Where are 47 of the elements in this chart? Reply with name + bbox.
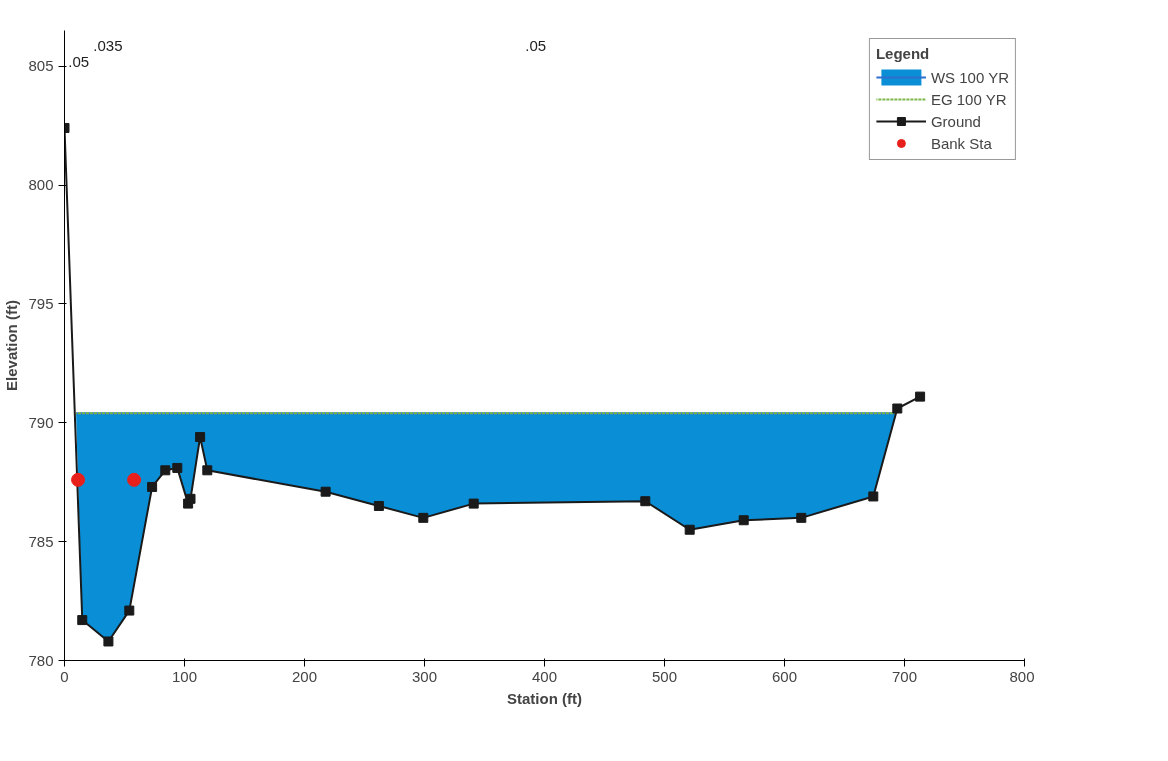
point bbox=[185, 493, 196, 504]
annotation: .05 bbox=[525, 36, 547, 54]
point bbox=[468, 498, 479, 509]
point bbox=[892, 403, 903, 414]
legend-title: Legend bbox=[875, 45, 931, 62]
point bbox=[147, 481, 158, 492]
point bbox=[915, 391, 926, 402]
point bbox=[868, 491, 879, 502]
point bbox=[71, 472, 86, 487]
annotation: .05 bbox=[68, 52, 90, 70]
legend-label: Ground bbox=[930, 112, 981, 130]
x-tick-label: 700 bbox=[891, 667, 918, 685]
x-tick-label: 100 bbox=[171, 667, 198, 685]
x-tick-label: 800 bbox=[1009, 667, 1035, 685]
point bbox=[160, 465, 171, 476]
point bbox=[640, 496, 651, 507]
point bbox=[796, 512, 807, 523]
point bbox=[418, 512, 429, 523]
point bbox=[172, 462, 183, 473]
point bbox=[77, 615, 88, 626]
point bbox=[103, 636, 114, 647]
y-tick-label: 795 bbox=[28, 294, 54, 312]
y-axis-title: Elevation (ft) bbox=[3, 300, 21, 391]
point bbox=[202, 465, 213, 476]
x-tick-label: 300 bbox=[411, 667, 438, 685]
annotation: .035 bbox=[93, 36, 123, 54]
x-tick-label: 200 bbox=[291, 667, 318, 685]
point bbox=[684, 524, 695, 535]
point bbox=[124, 605, 135, 616]
legend-label: Bank Sta bbox=[930, 134, 992, 152]
y-tick-label: 790 bbox=[28, 413, 54, 431]
y-tick-label: 800 bbox=[28, 176, 54, 194]
y-tick-label: 785 bbox=[28, 532, 54, 550]
y-tick-label: 805 bbox=[28, 57, 54, 75]
point bbox=[320, 486, 331, 497]
x-tick-label: 600 bbox=[771, 667, 798, 685]
x-tick-label: 0 bbox=[60, 667, 69, 685]
point bbox=[738, 515, 749, 526]
legend-label: WS 100 YR bbox=[930, 68, 1009, 86]
y-tick-label: 780 bbox=[28, 651, 54, 669]
point bbox=[127, 472, 142, 487]
x-tick-label: 400 bbox=[531, 667, 558, 685]
point bbox=[373, 500, 384, 511]
point bbox=[195, 432, 206, 443]
x-axis-title: Station (ft) bbox=[507, 689, 582, 707]
legend-label: EG 100 YR bbox=[930, 90, 1007, 108]
x-tick-label: 500 bbox=[651, 667, 678, 685]
